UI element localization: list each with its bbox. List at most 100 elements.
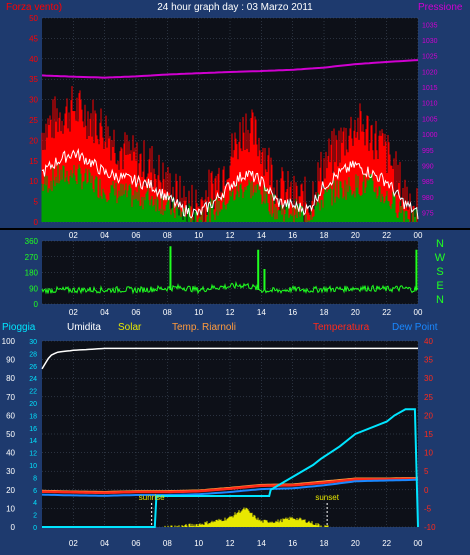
legend-dewpoint: Dew Point <box>392 322 438 333</box>
wind-tick-label: 15 <box>29 157 38 166</box>
temperature-tick-label: 25 <box>424 393 433 402</box>
humidity-tick-label: 40 <box>6 449 15 458</box>
x-tick-label: 02 <box>69 231 78 240</box>
direction-tick-label: 270 <box>25 253 39 262</box>
temperature-tick-label: 40 <box>424 337 433 346</box>
humidity-tick-label: 10 <box>6 504 15 513</box>
sunrise-label: sunrise <box>139 493 165 502</box>
temperature-tick-label: -10 <box>424 523 436 532</box>
x-tick-label: 06 <box>132 231 141 240</box>
x-tick-label: 14 <box>257 231 266 240</box>
rain-tick-label: 4 <box>33 500 37 507</box>
pressure-tick-label: 1030 <box>422 38 438 45</box>
direction-tick-label: 360 <box>25 237 39 246</box>
wind-tick-label: 50 <box>29 14 38 23</box>
pressure-tick-label: 975 <box>422 211 434 218</box>
wind-tick-label: 45 <box>29 34 38 43</box>
direction-tick-label: 90 <box>29 284 38 293</box>
x-tick-label: 16 <box>288 308 297 317</box>
humidity-tick-label: 80 <box>6 374 15 383</box>
legend-rain: Pioggia <box>2 322 36 333</box>
pressure-tick-label: 1005 <box>422 116 438 123</box>
x-tick-label: 16 <box>288 539 297 548</box>
temperature-tick-label: 30 <box>424 374 433 383</box>
humidity-tick-label: 0 <box>11 523 16 532</box>
x-tick-label: 12 <box>226 539 235 548</box>
wind-tick-label: 40 <box>29 55 38 64</box>
temperature-tick-label: -5 <box>424 504 432 513</box>
wind-tick-label: 5 <box>34 198 39 207</box>
pressure-tick-label: 1035 <box>422 22 438 29</box>
humidity-tick-label: 90 <box>6 356 15 365</box>
pressure-tick-label: 995 <box>422 148 434 155</box>
direction-plot-area <box>42 241 418 304</box>
humidity-tick-label: 30 <box>6 467 15 476</box>
pressure-tick-label: 1000 <box>422 132 438 139</box>
rain-tick-label: 30 <box>29 339 37 346</box>
rain-tick-label: 26 <box>29 364 37 371</box>
pressure-tick-label: 1015 <box>422 85 438 92</box>
rain-tick-label: 12 <box>29 451 37 458</box>
x-tick-label: 06 <box>132 308 141 317</box>
sunset-label: sunset <box>315 493 339 502</box>
rain-tick-label: 16 <box>29 426 37 433</box>
x-tick-label: 08 <box>163 308 172 317</box>
x-tick-label: 06 <box>132 539 141 548</box>
wind-axis-label: Forza vento) <box>6 2 62 13</box>
panel-separator <box>0 228 470 230</box>
rain-tick-label: 0 <box>33 525 37 532</box>
temperature-tick-label: 5 <box>424 467 429 476</box>
temperature-tick-label: 35 <box>424 356 433 365</box>
rain-tick-label: 24 <box>29 376 37 383</box>
pressure-line <box>41 59 419 79</box>
temperature-tick-label: 20 <box>424 411 433 420</box>
direction-tick-label: 0 <box>34 300 39 309</box>
wind-tick-label: 25 <box>29 116 38 125</box>
pressure-tick-label: 1010 <box>422 101 438 108</box>
dewpoint-line <box>41 478 418 497</box>
x-tick-label: 18 <box>320 231 329 240</box>
direction-tick-label: 180 <box>25 269 39 278</box>
rain-tick-label: 6 <box>33 488 37 495</box>
wind-tick-label: 20 <box>29 136 38 145</box>
humidity-line <box>41 347 418 370</box>
x-tick-label: 10 <box>194 308 203 317</box>
avg-wind-line <box>41 147 419 219</box>
rain-tick-label: 20 <box>29 401 37 408</box>
x-tick-label: 16 <box>288 231 297 240</box>
wind-tick-label: 0 <box>34 218 39 227</box>
wind-tick-label: 10 <box>29 177 38 186</box>
x-tick-label: 10 <box>194 231 203 240</box>
temperature-line <box>42 477 418 495</box>
rain-line <box>42 408 419 528</box>
legend-heat: Temp. Riarnoli <box>172 322 236 333</box>
x-tick-label: 08 <box>163 231 172 240</box>
x-tick-label: 20 <box>351 308 360 317</box>
pressure-tick-label: 1025 <box>422 54 438 61</box>
humidity-tick-label: 60 <box>6 411 15 420</box>
x-tick-label: 18 <box>320 308 329 317</box>
x-tick-label: 02 <box>69 539 78 548</box>
humidity-tick-label: 20 <box>6 486 15 495</box>
pressure-tick-label: 990 <box>422 164 434 171</box>
temperature-tick-label: 10 <box>424 449 433 458</box>
rain-tick-label: 18 <box>29 413 37 420</box>
rain-tick-label: 10 <box>29 463 37 470</box>
chart-title: 24 hour graph day : 03 Marzo 2011 <box>157 2 313 13</box>
legend-temperature: Temperatura <box>313 322 370 333</box>
x-tick-label: 00 <box>414 308 423 317</box>
wind-tick-label: 35 <box>29 75 38 84</box>
x-tick-label: 10 <box>194 539 203 548</box>
direction-letter: S <box>436 266 443 278</box>
wind-tick-label: 30 <box>29 96 38 105</box>
direction-line <box>41 280 419 295</box>
rain-tick-label: 2 <box>33 513 37 520</box>
x-tick-label: 14 <box>257 539 266 548</box>
pressure-tick-label: 1020 <box>422 69 438 76</box>
rain-tick-label: 28 <box>29 351 37 358</box>
x-tick-label: 22 <box>382 308 391 317</box>
pressure-axis-label: Pressione <box>418 2 463 13</box>
pressure-tick-label: 980 <box>422 195 434 202</box>
x-tick-label: 04 <box>100 539 109 548</box>
